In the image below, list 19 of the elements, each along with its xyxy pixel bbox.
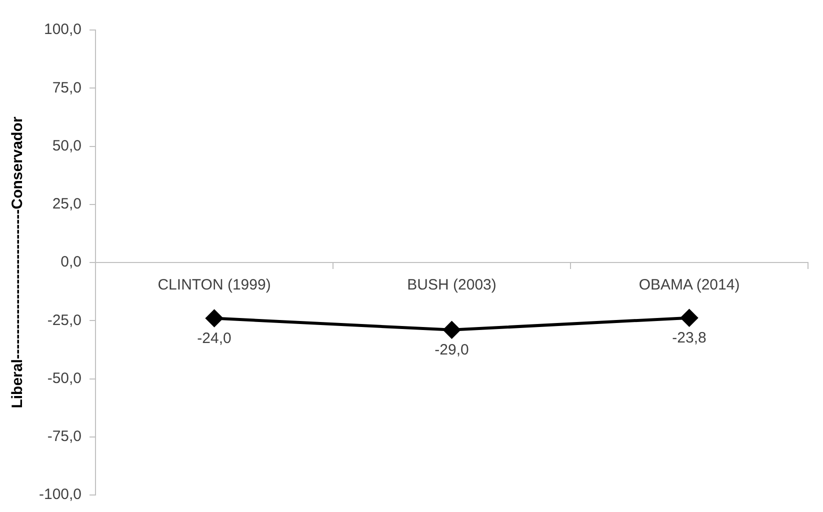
y-tick-label: 25,0 [52, 196, 82, 213]
point [443, 321, 460, 338]
y-tick-label: 75,0 [52, 79, 82, 96]
y-tick-label: -75,0 [47, 428, 82, 446]
x-tick-label: CLINTON (1999) [158, 276, 271, 294]
x-tick-label: OBAMA (2014) [638, 276, 740, 294]
y-tick-label: -100,0 [38, 486, 82, 504]
data-label: -29,0 [434, 342, 469, 359]
y-axis-title: Liberal------------------------------Conservador [9, 116, 26, 408]
x-tick-label: BUSH (2003) [407, 276, 496, 294]
y-tick-label: 50,0 [52, 137, 82, 154]
y-tick-label: 100,0 [44, 21, 82, 38]
y-tick-label: 0,0 [60, 254, 82, 271]
point [206, 310, 223, 327]
data-label: -23,8 [672, 329, 706, 346]
y-tick-label: -50,0 [47, 370, 82, 387]
point [680, 309, 698, 326]
y-tick-label: -25,0 [47, 312, 82, 329]
data-label: -24,0 [197, 330, 232, 347]
